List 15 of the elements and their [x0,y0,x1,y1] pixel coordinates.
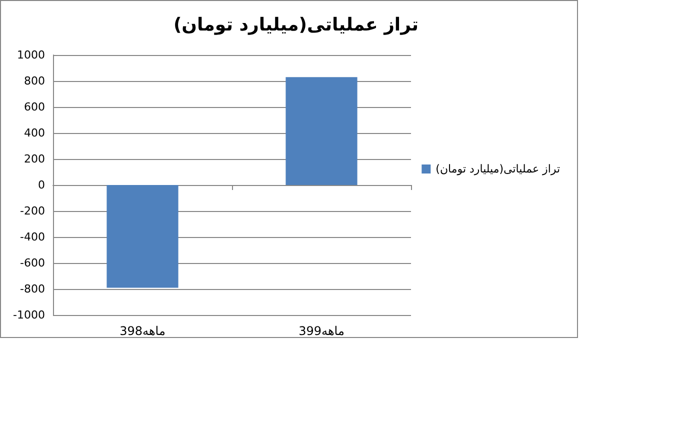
chart-title: تراز عملیاتی(میلیارد تومان) [173,14,419,36]
y-tick-label: -400 [20,230,45,244]
y-tick-label: -200 [20,204,45,218]
x-tick-label: 3ماهه99 [298,324,344,338]
x-tick-label: 3ماهه98 [120,324,166,338]
y-tick-label: -1000 [13,308,45,322]
y-tick-label: 1000 [17,48,45,62]
legend-label: تراز عملیاتی(میلیارد تومان) [436,162,560,176]
y-tick-label: -800 [20,282,45,296]
y-tick-label: 600 [24,100,45,114]
y-tick-label: 400 [24,126,45,140]
y-tick-label: 800 [24,74,45,88]
y-tick-label: -600 [20,256,45,270]
y-tick-label: 200 [24,152,45,166]
y-tick-label: 0 [38,178,45,192]
